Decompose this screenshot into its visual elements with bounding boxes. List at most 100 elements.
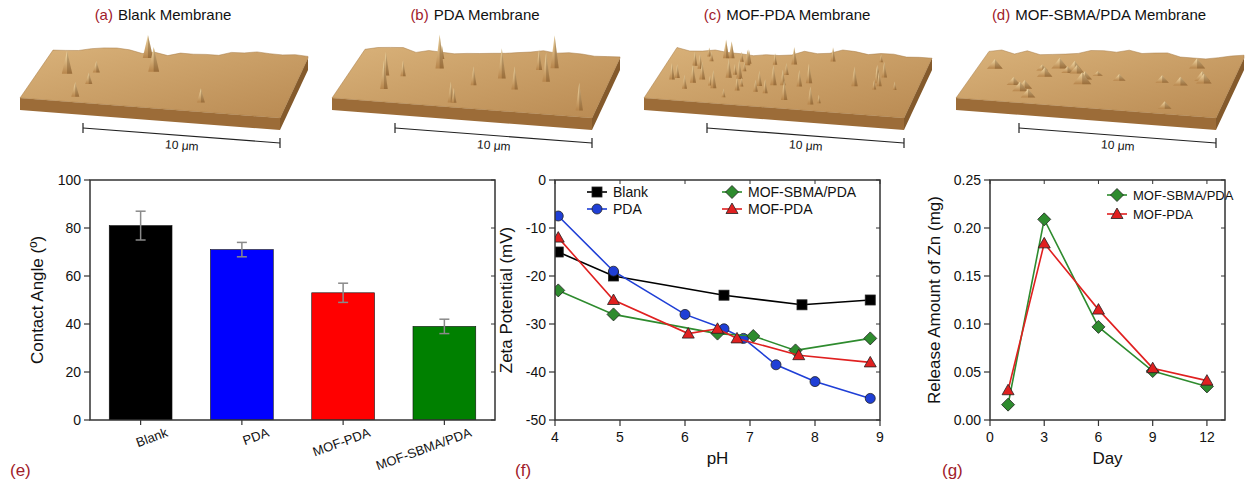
marker bbox=[712, 323, 724, 334]
marker bbox=[719, 290, 729, 300]
error-bar-stem bbox=[342, 283, 344, 302]
peak bbox=[729, 41, 735, 58]
panel-letter: (d) bbox=[992, 6, 1010, 23]
peak-shade bbox=[695, 52, 698, 66]
peak-shade bbox=[995, 59, 1003, 69]
panel-letter: (a) bbox=[95, 6, 113, 23]
series bbox=[1002, 213, 1214, 411]
error-bar-cap bbox=[237, 256, 247, 258]
peak-shade bbox=[154, 47, 159, 72]
x-tick-label: 12 bbox=[1199, 429, 1215, 445]
y-tick-label: -10 bbox=[526, 220, 546, 236]
y-tick bbox=[84, 371, 90, 372]
chart: -50-40-30-20-100456789Zeta Potential (mV… bbox=[497, 172, 885, 480]
x-tick bbox=[619, 420, 620, 426]
peak-shade bbox=[474, 66, 477, 85]
series bbox=[555, 247, 875, 310]
panel-letter: (g) bbox=[942, 461, 963, 480]
error-bar-cap bbox=[136, 239, 146, 241]
peak-shade bbox=[723, 88, 725, 97]
marker bbox=[607, 308, 620, 321]
error-bar bbox=[237, 242, 247, 256]
series-line bbox=[558, 238, 870, 363]
peak bbox=[830, 47, 835, 61]
peak-shade bbox=[702, 62, 705, 80]
peak bbox=[62, 51, 72, 74]
peak-shade bbox=[403, 60, 406, 76]
peak-shade bbox=[1197, 58, 1205, 68]
y-tick-label: -30 bbox=[526, 316, 546, 332]
y-tick bbox=[984, 323, 990, 324]
marker bbox=[864, 356, 876, 367]
peak-shade bbox=[711, 51, 713, 61]
x-tick-label: 9 bbox=[1149, 429, 1157, 445]
error-bar-stem bbox=[444, 319, 446, 333]
marker bbox=[1038, 237, 1050, 248]
peak bbox=[1069, 65, 1084, 74]
y-tick-label: 0 bbox=[73, 412, 81, 428]
peak-shade bbox=[726, 40, 729, 59]
panel-letter: (e) bbox=[10, 461, 31, 480]
peak-shade bbox=[735, 64, 737, 75]
peak-shade bbox=[729, 59, 732, 78]
panel-title: (b)PDA Membrane bbox=[410, 6, 539, 23]
peak bbox=[435, 35, 443, 69]
peak bbox=[1051, 58, 1068, 69]
panel-title-text: Blank Membrane bbox=[118, 6, 231, 23]
marker bbox=[1092, 304, 1104, 315]
peak bbox=[682, 75, 687, 89]
marker bbox=[810, 377, 820, 387]
series bbox=[555, 232, 876, 367]
peak-shade bbox=[881, 55, 883, 63]
marker bbox=[865, 295, 875, 305]
peak-shade bbox=[555, 35, 559, 68]
legend-label: MOF-SBMA/PDA bbox=[748, 184, 857, 200]
peak-shade bbox=[786, 63, 788, 75]
y-tick bbox=[549, 179, 555, 180]
y-axis-title: Zeta Potential (mV) bbox=[497, 227, 516, 373]
x-tick-label: 6 bbox=[1095, 429, 1103, 445]
series-line bbox=[1008, 243, 1207, 390]
peak-shade bbox=[713, 70, 716, 88]
peak-shade bbox=[685, 75, 688, 89]
peak-shade bbox=[765, 79, 768, 93]
y-tick-label: 0.15 bbox=[954, 268, 981, 284]
marker bbox=[1002, 384, 1014, 395]
y-tick bbox=[984, 179, 990, 180]
x-tick-label: 5 bbox=[616, 429, 624, 445]
peak bbox=[707, 47, 711, 56]
peak-shade bbox=[759, 71, 762, 86]
plot-area bbox=[1002, 213, 1214, 411]
marker bbox=[609, 266, 619, 276]
y-tick-label: 0.25 bbox=[954, 172, 981, 188]
peak-shade bbox=[201, 88, 205, 102]
peak-shade bbox=[515, 67, 518, 90]
plot-area bbox=[555, 211, 877, 403]
chart: 0.000.050.100.150.200.25036912Release Am… bbox=[925, 172, 1234, 480]
x-axis-title: pH bbox=[707, 449, 729, 468]
peak-shade bbox=[799, 70, 802, 86]
peak-shade bbox=[739, 60, 742, 80]
peak bbox=[536, 49, 542, 70]
peak bbox=[498, 48, 506, 78]
peak bbox=[876, 71, 881, 86]
peak bbox=[1073, 72, 1091, 84]
peak-shade bbox=[756, 80, 758, 92]
y-tick-label: 0.00 bbox=[954, 412, 981, 428]
peak bbox=[807, 86, 813, 104]
afm-panel: (d)MOF-SBMA/PDA Membrane10 μm bbox=[956, 6, 1244, 154]
error-bar bbox=[439, 319, 449, 333]
peak-shade bbox=[819, 95, 821, 103]
peak bbox=[709, 51, 713, 61]
peak bbox=[692, 52, 697, 66]
peak-shade bbox=[96, 61, 100, 72]
peak-shade bbox=[1162, 75, 1169, 83]
peak-shade bbox=[884, 62, 887, 78]
peak-shade bbox=[748, 50, 751, 66]
x-tick-label: Blank bbox=[134, 425, 170, 450]
peak bbox=[851, 67, 857, 87]
legend-marker bbox=[592, 204, 602, 214]
bar bbox=[210, 250, 273, 420]
peak bbox=[763, 79, 768, 93]
peak bbox=[796, 70, 802, 86]
